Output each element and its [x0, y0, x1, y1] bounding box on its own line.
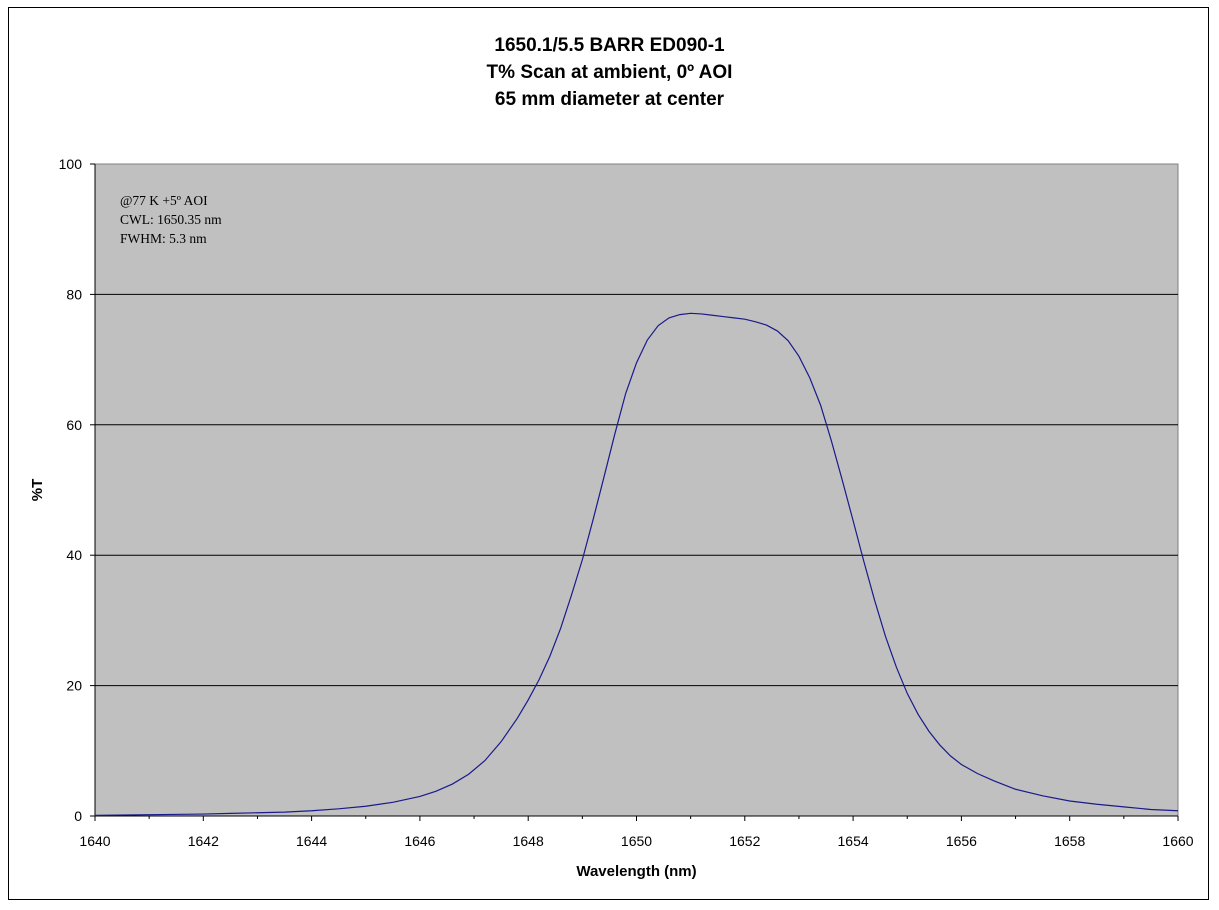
y-tick-label: 60: [66, 417, 82, 433]
x-tick-label: 1652: [729, 833, 760, 849]
x-tick-label: 1646: [404, 833, 435, 849]
chart-subtitle-line-1: T% Scan at ambient, 0º AOI: [486, 62, 733, 83]
annotation-cwl: CWL: 1650.35 nm: [120, 212, 222, 227]
annotation-box: @77 K +5º AOI CWL: 1650.35 nm FWHM: 5.3 …: [120, 193, 222, 246]
x-tick-label: 1658: [1054, 833, 1085, 849]
annotation-temperature-aoi: @77 K +5º AOI: [120, 193, 208, 208]
plot-area: [94, 163, 1179, 817]
annotation-fwhm: FWHM: 5.3 nm: [120, 231, 207, 246]
y-tick-label: 0: [74, 808, 82, 824]
x-tick-label: 1642: [188, 833, 219, 849]
y-axis-title: %T: [29, 479, 46, 502]
x-tick-label: 1654: [838, 833, 869, 849]
x-tick-label: 1644: [296, 833, 327, 849]
y-tick-label: 40: [66, 547, 82, 563]
y-tick-label: 20: [66, 678, 82, 694]
chart-subtitle-line-2: 65 mm diameter at center: [494, 89, 725, 110]
y-axis-ticks: 0 20 40 60 80 100: [59, 156, 95, 824]
gridlines: [95, 293, 1178, 687]
x-tick-label: 1660: [1162, 833, 1193, 849]
x-tick-label: 1656: [946, 833, 977, 849]
x-tick-label: 1640: [79, 833, 110, 849]
chart-title: 1650.1/5.5 BARR ED090-1: [494, 35, 725, 56]
y-tick-label: 100: [59, 156, 83, 172]
x-tick-label: 1650: [621, 833, 652, 849]
y-tick-label: 80: [66, 286, 82, 302]
chart-title-block: 1650.1/5.5 BARR ED090-1 T% Scan at ambie…: [0, 32, 1219, 113]
x-axis-title: Wavelength (nm): [576, 863, 696, 880]
series-line: [94, 312, 1179, 816]
x-tick-label: 1648: [513, 833, 544, 849]
x-axis-ticks: 1640 1642 1644 1646 1648 1650 1652 1654 1656 1658…: [79, 816, 1194, 849]
